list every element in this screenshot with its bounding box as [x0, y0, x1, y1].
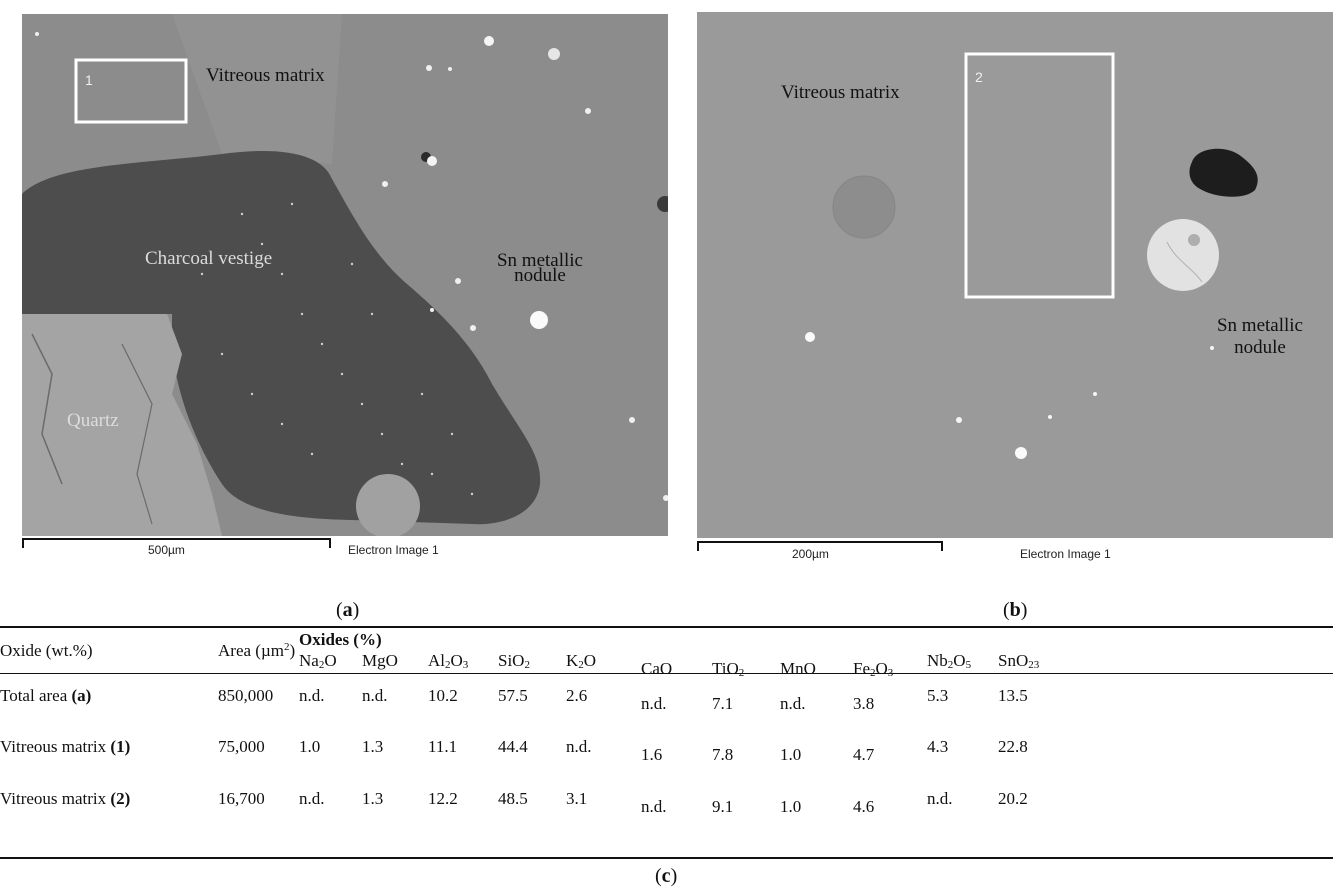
label-vitreous-matrix-b: Vitreous matrix: [781, 82, 900, 103]
row-value: 9.1: [712, 797, 734, 816]
row-area: 16,700: [218, 789, 265, 808]
image-name-a: Electron Image 1: [348, 543, 439, 557]
caption-a: (a): [336, 599, 360, 621]
box-number-1: 1: [85, 72, 93, 88]
row-area: 850,000: [218, 686, 274, 705]
label-sn-nodule-a-line1: Sn metallic: [496, 250, 583, 271]
row-value: 7.1: [712, 694, 734, 713]
row-value: 48.5: [498, 789, 528, 808]
header-oxide-wt: Oxide (wt.%): [0, 641, 93, 660]
image-name-b: Electron Image 1: [1020, 547, 1111, 561]
row-value: 7.8: [712, 745, 734, 764]
label-sn-nodule-b-line1: Sn metallic: [1216, 315, 1303, 336]
header-oxide-7: MnO: [780, 659, 816, 678]
row-value: 20.2: [998, 789, 1028, 808]
row-value: 22.8: [998, 737, 1028, 756]
row-value: 1.0: [780, 745, 802, 764]
row-value: 4.6: [853, 797, 875, 816]
sem-image-b: 2 Vitreous matrix Sn metallic nodule: [697, 12, 1333, 538]
row-label: Vitreous matrix (2): [0, 789, 131, 808]
header-oxide-3: SiO2: [498, 651, 530, 671]
row-area: 75,000: [218, 737, 265, 756]
caption-b: (b): [1003, 599, 1028, 621]
sem-micrograph-b: [697, 12, 1333, 538]
row-value: 4.3: [927, 737, 949, 756]
row-value: 1.3: [362, 789, 384, 808]
row-value: n.d.: [299, 686, 325, 705]
row-value: 5.3: [927, 686, 949, 705]
row-value: 1.6: [641, 745, 663, 764]
box-number-2: 2: [975, 69, 983, 85]
row-value: 1.0: [780, 797, 802, 816]
row-value: n.d.: [927, 789, 953, 808]
label-quartz: Quartz: [67, 410, 119, 431]
header-oxides-group: Oxides (%): [299, 630, 382, 649]
row-value: n.d.: [299, 789, 325, 808]
scale-bar-a: [22, 538, 331, 548]
row-value: 44.4: [498, 737, 528, 756]
row-value: 11.1: [428, 737, 458, 756]
scale-bar-b: [697, 541, 943, 551]
scale-label-a: 500µm: [148, 543, 185, 557]
row-value: 3.8: [853, 694, 875, 713]
header-oxide-4: K2O: [566, 651, 597, 671]
row-label: Vitreous matrix (1): [0, 737, 131, 756]
row-value: 4.7: [853, 745, 875, 764]
sem-image-a: 1 Vitreous matrix Charcoal vestige Sn me…: [22, 14, 668, 536]
row-value: 1.3: [362, 737, 384, 756]
header-oxide-1: MgO: [362, 651, 398, 670]
header-oxide-8: Fe2O3: [853, 659, 894, 679]
sem-micrograph-a: [22, 14, 668, 536]
header-oxide-9: Nb2O5: [927, 651, 972, 671]
scale-label-b: 200µm: [792, 547, 829, 561]
row-value: 2.6: [566, 686, 588, 705]
row-value: n.d.: [641, 797, 667, 816]
row-value: 1.0: [299, 737, 321, 756]
label-sn-nodule-a-line2: nodule: [514, 265, 566, 286]
row-label: Total area (a): [0, 686, 92, 705]
row-value: n.d.: [780, 694, 806, 713]
row-value: 13.5: [998, 686, 1028, 705]
table-top-rule: [0, 626, 1333, 628]
row-value: n.d.: [566, 737, 592, 756]
row-value: n.d.: [362, 686, 388, 705]
table-bottom-rule: [0, 857, 1333, 859]
header-oxide-10: SnO23: [998, 651, 1040, 671]
header-oxide-2: Al2O3: [428, 651, 469, 671]
table-header-rule: [0, 673, 1333, 674]
header-oxide-5: CaO: [641, 659, 673, 678]
row-value: 3.1: [566, 789, 588, 808]
label-sn-nodule-b-line2: nodule: [1234, 337, 1286, 358]
header-oxide-0: Na2O: [299, 651, 337, 671]
header-oxide-6: TiO2: [712, 659, 745, 679]
row-value: 12.2: [428, 789, 458, 808]
caption-c: (c): [655, 865, 678, 887]
label-charcoal-vestige: Charcoal vestige: [145, 248, 273, 269]
row-value: 57.5: [498, 686, 528, 705]
label-vitreous-matrix-a: Vitreous matrix: [206, 65, 325, 86]
row-value: 10.2: [428, 686, 458, 705]
row-value: n.d.: [641, 694, 667, 713]
header-area: Area (µm2): [218, 641, 296, 660]
